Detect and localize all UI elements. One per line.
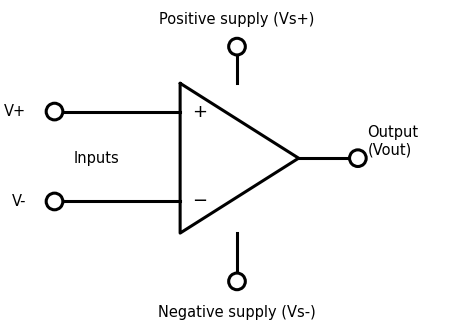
Text: Inputs: Inputs [73,151,119,166]
Ellipse shape [228,273,246,290]
Text: +: + [192,103,207,121]
Text: Negative supply (Vs-): Negative supply (Vs-) [158,305,316,320]
Text: −: − [192,192,207,210]
Ellipse shape [228,38,246,55]
Ellipse shape [46,193,63,210]
Ellipse shape [349,150,366,166]
Text: V+: V+ [4,104,26,119]
Text: V-: V- [11,194,26,209]
Text: Output
(Vout): Output (Vout) [367,125,419,158]
Text: Positive supply (Vs+): Positive supply (Vs+) [159,12,315,27]
Ellipse shape [46,103,63,120]
